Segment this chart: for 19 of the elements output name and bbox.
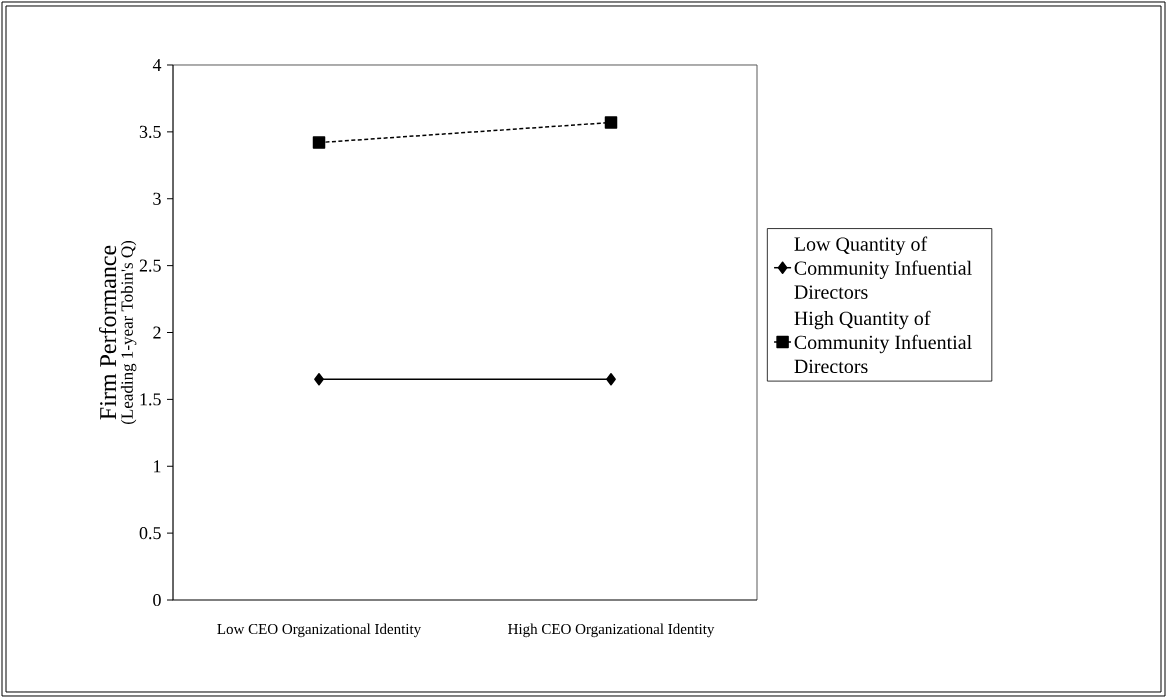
y-tick-label: 1: [154, 460, 161, 473]
x-tick-label: High CEO Organizational Identity: [508, 623, 715, 638]
y-tick-label: 1.5: [140, 393, 161, 406]
y-tick-label: 2.5: [139, 259, 161, 272]
point: [314, 373, 324, 386]
y-tick-label: 4: [152, 59, 162, 71]
text: (Leading 1-year Tobin's Q): [120, 240, 137, 425]
legend-label: Low Quantity of Community Infuential Directors: [794, 236, 972, 299]
y-axis-title: Firm Performance: [99, 245, 117, 420]
y-tick-label: 2: [153, 326, 161, 339]
legend-label: High Quantity of Community Infuential Directors: [794, 310, 972, 374]
y-tick-label: 0.5: [139, 527, 161, 540]
y-tick-label: 3.5: [139, 125, 161, 138]
point: [604, 116, 618, 129]
point: [312, 136, 326, 149]
y-tick-label: 0: [153, 593, 161, 607]
y-tick-label: 3: [153, 192, 161, 205]
point: [606, 373, 616, 386]
x-tick-label: Low CEO Organizational Identity: [217, 623, 422, 638]
